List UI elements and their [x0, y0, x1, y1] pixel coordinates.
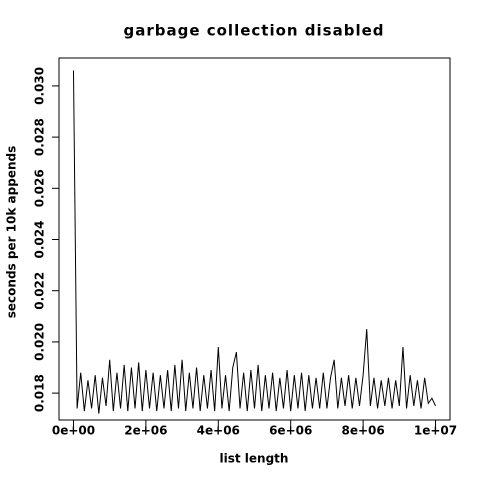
y-tick-label: 0.022 — [33, 272, 47, 310]
x-tick-label: 1e+07 — [414, 424, 457, 438]
x-tick-label: 6e+06 — [269, 424, 312, 438]
y-tick-label: 0.018 — [33, 374, 47, 412]
x-tick-label: 4e+06 — [197, 424, 240, 438]
x-tick-label: 0e+00 — [52, 424, 95, 438]
y-tick-label: 0.020 — [33, 323, 47, 361]
x-axis-label: list length — [220, 452, 289, 466]
y-tick-label: 0.026 — [33, 169, 47, 207]
x-tick-label: 8e+06 — [341, 424, 384, 438]
plot-frame — [58, 57, 451, 421]
chart-title: garbage collection disabled — [123, 22, 384, 40]
y-axis-label: seconds per 10k appends — [5, 146, 19, 318]
y-tick-label: 0.028 — [33, 118, 47, 156]
x-tick-label: 2e+06 — [124, 424, 167, 438]
y-tick-label: 0.024 — [33, 221, 47, 259]
y-tick-label: 0.030 — [33, 67, 47, 105]
data-line — [72, 70, 436, 414]
